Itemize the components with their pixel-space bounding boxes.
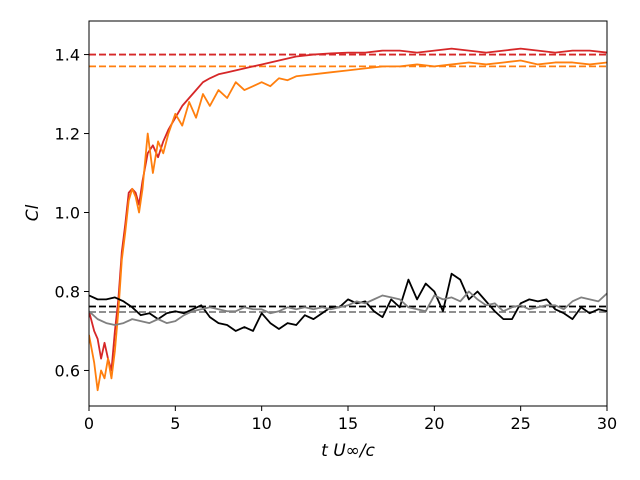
plot-frame (88, 20, 608, 407)
y-axis: 0.6 0.8 1.0 1.2 1.4 (55, 46, 89, 380)
series-line-4 (89, 290, 607, 326)
series-line-2 (89, 59, 607, 392)
x-tick-label: 30 (597, 414, 617, 433)
y-tick-label: 0.8 (55, 282, 80, 301)
x-tick-label: 20 (424, 414, 444, 433)
reference-lines (89, 53, 607, 313)
x-axis-label: t U∞/c (321, 441, 375, 461)
series-line-3 (89, 272, 607, 332)
x-tick-label: 25 (510, 414, 530, 433)
y-tick-label: 1.0 (55, 204, 80, 223)
x-tick-label: 10 (251, 414, 271, 433)
x-tick-label: 15 (338, 414, 358, 433)
x-axis: 0 5 10 15 20 25 30 (84, 406, 617, 433)
y-axis-label: Cl (23, 204, 43, 221)
x-tick-label: 5 (170, 414, 180, 433)
series-line-1 (89, 47, 607, 372)
y-tick-label: 0.6 (55, 361, 80, 380)
x-tick-label: 0 (84, 414, 94, 433)
series-lines (89, 47, 607, 392)
y-tick-label: 1.2 (55, 125, 80, 144)
y-tick-label: 1.4 (55, 46, 80, 65)
